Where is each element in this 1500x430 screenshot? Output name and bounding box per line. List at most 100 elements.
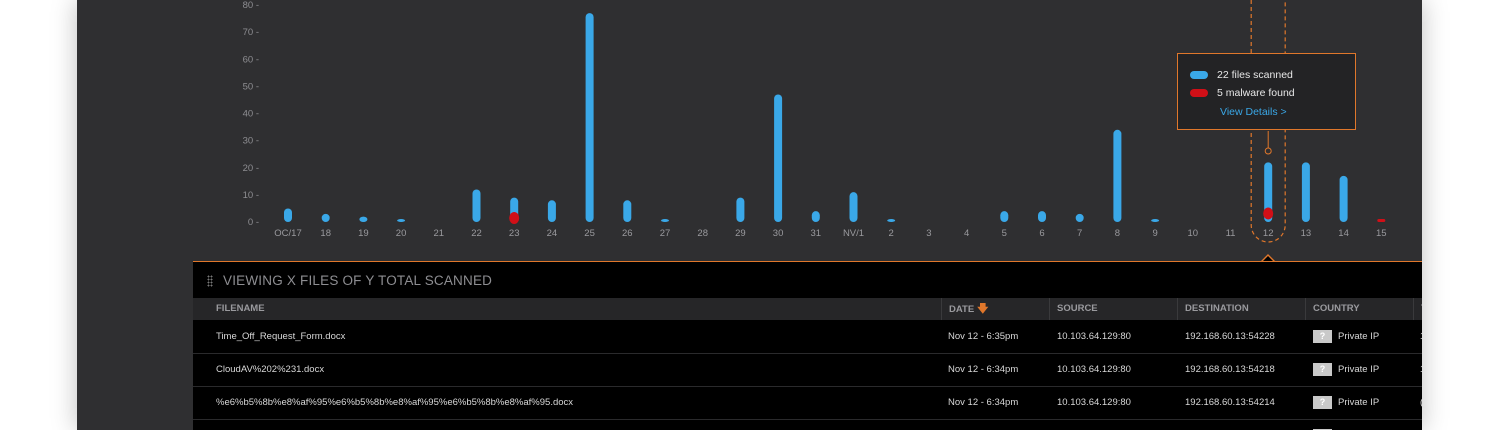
x-tick-label: 22 bbox=[471, 228, 482, 239]
table-title-bar: VIEWING X FILES OF Y TOTAL SCANNED bbox=[193, 262, 1422, 298]
y-tick-label: 50 - bbox=[243, 81, 259, 92]
bar-files-scanned[interactable] bbox=[623, 200, 632, 222]
x-tick-label: 4 bbox=[964, 228, 969, 239]
x-tick-label: 30 bbox=[773, 228, 784, 239]
unknown-flag-icon bbox=[1313, 428, 1332, 430]
row-country-label: Private IP bbox=[1338, 364, 1380, 375]
bar-malware-found[interactable] bbox=[1377, 219, 1386, 222]
bar-malware-found[interactable] bbox=[509, 212, 520, 224]
row-source: 10.103.64.129:80 bbox=[1057, 364, 1131, 375]
bar-files-scanned[interactable] bbox=[359, 216, 368, 222]
bar-files-scanned[interactable] bbox=[661, 219, 669, 222]
scan-chart: 0 - 10 - 20 - 30 - 40 - 50 - 60 - 70 - 80 - OC/17… bbox=[243, 0, 1387, 243]
row-date: Nov 12 - 6:34pm bbox=[948, 364, 1019, 375]
x-tick-label: 14 bbox=[1338, 228, 1349, 239]
bar-files-scanned[interactable] bbox=[1113, 129, 1122, 222]
column-header-extra[interactable]: T bbox=[1413, 298, 1422, 320]
bar-files-scanned[interactable] bbox=[1339, 175, 1348, 222]
bar-files-scanned[interactable] bbox=[1038, 211, 1046, 222]
main-panel: 0 - 10 - 20 - 30 - 40 - 50 - 60 - 70 - 80 - OC/17… bbox=[77, 0, 1422, 430]
table-header: FILENAME DATE 🡇 SOURCE DESTINATION COUNTR… bbox=[193, 298, 1422, 320]
x-tick-label: NV/1 bbox=[843, 228, 864, 239]
row-destination: 192.168.60.13:54228 bbox=[1185, 331, 1275, 342]
unknown-flag-icon: ? bbox=[1313, 329, 1332, 343]
row-date: Nov 12 - 6:35pm bbox=[948, 331, 1019, 342]
row-country: ? Private IP bbox=[1313, 386, 1379, 419]
row-extra: ( bbox=[1420, 386, 1422, 419]
table-row[interactable]: %e6%b5%8b%e8%af%95%e6%b5%8b%e8%af%95%e6%… bbox=[193, 386, 1422, 420]
files-table-panel: VIEWING X FILES OF Y TOTAL SCANNED FILEN… bbox=[193, 261, 1422, 430]
x-tick-label: 26 bbox=[622, 228, 633, 239]
bar-files-scanned[interactable] bbox=[811, 211, 820, 222]
y-tick-label: 60 - bbox=[243, 54, 259, 65]
x-tick-label: 19 bbox=[358, 228, 369, 239]
bar-files-scanned[interactable] bbox=[472, 189, 481, 222]
x-tick-label: 23 bbox=[509, 228, 520, 239]
drag-handle-icon[interactable] bbox=[207, 275, 213, 287]
table-row[interactable] bbox=[193, 419, 1422, 430]
bar-files-scanned[interactable] bbox=[1264, 162, 1273, 222]
bar-files-scanned[interactable] bbox=[1301, 162, 1310, 222]
x-tick-label: 31 bbox=[811, 228, 822, 239]
bar-files-scanned[interactable] bbox=[849, 192, 858, 222]
x-tick-label: OC/17 bbox=[274, 228, 301, 239]
tooltip-files-text: 22 files scanned bbox=[1217, 69, 1293, 81]
row-destination: 192.168.60.13:54214 bbox=[1185, 397, 1275, 408]
bar-files-scanned[interactable] bbox=[1151, 219, 1160, 222]
bar-files-scanned[interactable] bbox=[547, 200, 556, 222]
bar-files-scanned[interactable] bbox=[1075, 213, 1084, 222]
y-tick-label: 0 - bbox=[248, 217, 259, 228]
column-header-date[interactable]: DATE 🡇 bbox=[941, 298, 1049, 320]
bar-files-scanned[interactable] bbox=[774, 94, 783, 222]
unknown-flag-icon: ? bbox=[1313, 395, 1332, 409]
bar-files-scanned[interactable] bbox=[887, 219, 896, 222]
x-tick-label: 12 bbox=[1263, 228, 1274, 239]
row-source: 10.103.64.129:80 bbox=[1057, 331, 1131, 342]
x-tick-label: 29 bbox=[735, 228, 746, 239]
x-tick-label: 15 bbox=[1376, 228, 1387, 239]
view-details-link[interactable]: View Details > bbox=[1220, 106, 1287, 118]
row-country: ? Private IP bbox=[1313, 353, 1379, 386]
sort-down-arrow-icon[interactable]: 🡇 bbox=[977, 303, 989, 315]
table-row[interactable]: CloudAV%202%231.docx Nov 12 - 6:34pm 10.… bbox=[193, 353, 1422, 387]
row-extra: 1 bbox=[1420, 320, 1422, 353]
bar-files-scanned[interactable] bbox=[397, 219, 406, 222]
row-filename: Time_Off_Request_Form.docx bbox=[216, 331, 346, 342]
tooltip-anchor-dot bbox=[1264, 147, 1272, 155]
x-tick-label: 25 bbox=[584, 228, 595, 239]
row-date: Nov 12 - 6:34pm bbox=[948, 397, 1019, 408]
x-tick-label: 10 bbox=[1188, 228, 1199, 239]
x-tick-label: 11 bbox=[1226, 228, 1236, 239]
bar-files-scanned[interactable] bbox=[736, 197, 745, 222]
row-destination: 192.168.60.13:54218 bbox=[1185, 364, 1275, 375]
bar-files-scanned[interactable] bbox=[585, 13, 594, 223]
y-tick-label: 80 - bbox=[243, 0, 259, 11]
column-header-destination[interactable]: DESTINATION bbox=[1177, 298, 1305, 320]
row-country: ? Private IP bbox=[1313, 320, 1379, 353]
row-country-label: Private IP bbox=[1338, 397, 1380, 408]
column-header-source[interactable]: SOURCE bbox=[1049, 298, 1177, 320]
bar-files-scanned[interactable] bbox=[284, 208, 292, 222]
x-tick-label: 27 bbox=[660, 228, 671, 239]
x-tick-label: 2 bbox=[889, 228, 894, 239]
row-country bbox=[1313, 419, 1338, 430]
x-tick-label: 9 bbox=[1152, 228, 1157, 239]
y-tick-label: 20 - bbox=[243, 163, 259, 174]
bar-malware-found[interactable] bbox=[1263, 207, 1274, 220]
x-tick-label: 13 bbox=[1301, 228, 1312, 239]
row-source: 10.103.64.129:80 bbox=[1057, 397, 1131, 408]
column-header-date-label: DATE bbox=[949, 304, 975, 315]
column-header-filename[interactable]: FILENAME bbox=[216, 303, 265, 314]
bar-files-scanned[interactable] bbox=[321, 213, 330, 222]
y-tick-label: 10 - bbox=[243, 190, 259, 201]
tooltip-malware-text: 5 malware found bbox=[1217, 87, 1295, 99]
x-tick-label: 5 bbox=[1002, 228, 1007, 239]
column-header-country[interactable]: COUNTRY bbox=[1305, 298, 1413, 320]
selected-day-highlight[interactable] bbox=[1250, 0, 1286, 243]
x-tick-label: 21 bbox=[434, 228, 445, 239]
y-tick-label: 40 - bbox=[243, 109, 259, 120]
bar-files-scanned[interactable] bbox=[1000, 211, 1009, 222]
x-tick-label: 3 bbox=[926, 228, 931, 239]
table-row[interactable]: Time_Off_Request_Form.docx Nov 12 - 6:35… bbox=[193, 320, 1422, 354]
row-extra: 1 bbox=[1420, 353, 1422, 386]
